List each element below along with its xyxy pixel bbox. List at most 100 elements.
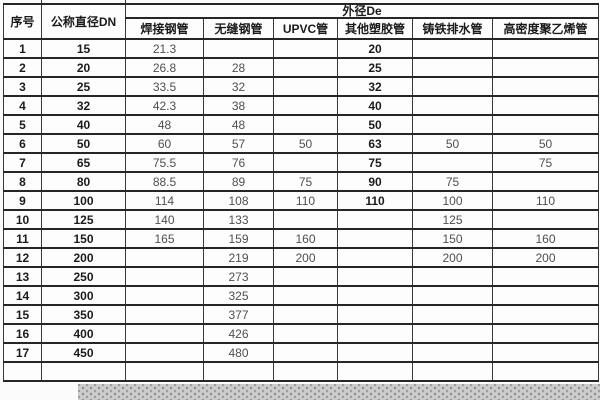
- upvc-value-cell: [273, 57, 338, 78]
- other-plastic-value-cell: [337, 247, 413, 268]
- cast-iron-value-cell: [412, 152, 493, 173]
- cast-iron-value-cell: [412, 342, 493, 363]
- welded-steel-value-cell: 165: [125, 228, 204, 249]
- table-row: 4 32 42.3 38 40: [3, 95, 600, 116]
- hdpe-value-cell: [491, 57, 600, 78]
- seamless-steel-value-cell: 480: [203, 342, 274, 363]
- serial-cell: 9: [3, 190, 42, 211]
- table-row: 7 65 75.5 76 75 75: [3, 152, 600, 173]
- welded-steel-value-cell: 140: [125, 209, 204, 230]
- cast-iron-value-cell: 125: [412, 209, 493, 230]
- welded-steel-value-cell: [125, 247, 204, 268]
- serial-cell: 4: [3, 95, 42, 116]
- nominal-diameter-cell: 100: [41, 190, 126, 211]
- other-plastic-value-cell: [337, 304, 413, 325]
- welded-steel-value-cell: 75.5: [125, 152, 204, 173]
- seamless-steel-value-cell: 38: [203, 95, 274, 116]
- table-row: 11 150 165 159 160 150 160: [3, 228, 600, 249]
- cast-iron-value-cell: [412, 285, 493, 306]
- welded-steel-value-cell: 33.5: [125, 76, 204, 97]
- nominal-diameter-cell: 200: [41, 247, 126, 268]
- serial-cell: 12: [3, 247, 42, 268]
- cast-iron-value-cell: 50: [412, 133, 493, 154]
- column-header-nominal-diameter: 公称直径DN: [41, 3, 126, 40]
- welded-steel-value-cell: 114: [125, 190, 204, 211]
- other-plastic-value-cell: 20: [337, 38, 413, 59]
- serial-cell: 11: [3, 228, 42, 249]
- serial-cell: 6: [3, 133, 42, 154]
- column-header-upvc-pipe: UPVC管: [273, 17, 338, 40]
- column-header-other-plastic-pipe: 其他塑胶管: [337, 17, 413, 40]
- welded-steel-value-cell: [125, 342, 204, 363]
- table-row: 3 25 33.5 32 32: [3, 76, 600, 97]
- cast-iron-value-cell: [412, 266, 493, 287]
- table-row: 13 250 273: [3, 266, 600, 287]
- table-row: 14 300 325: [3, 285, 600, 306]
- column-header-welded-steel-pipe: 焊接钢管: [125, 17, 204, 40]
- table-body: 1 15 21.3 20 2 20 26.8 28 25: [3, 38, 600, 382]
- welded-steel-value-cell: [125, 266, 204, 287]
- nominal-diameter-cell: [41, 361, 126, 382]
- table-row: 12 200 219 200 200 200: [3, 247, 600, 268]
- upvc-value-cell: [273, 342, 338, 363]
- hdpe-value-cell: [491, 266, 600, 287]
- table-edge-stub: [125, 0, 126, 4]
- seamless-steel-value-cell: 133: [203, 209, 274, 230]
- hdpe-value-cell: 50: [491, 133, 600, 154]
- table-row: 2 20 26.8 28 25: [3, 57, 600, 78]
- column-header-cast-iron-drain-pipe: 铸铁排水管: [412, 17, 493, 40]
- welded-steel-value-cell: [125, 361, 204, 382]
- table-row: 5 40 48 48 50: [3, 114, 600, 135]
- welded-steel-value-cell: 60: [125, 133, 204, 154]
- nominal-diameter-cell: 400: [41, 323, 126, 344]
- hdpe-value-cell: [491, 209, 600, 230]
- upvc-value-cell: 160: [273, 228, 338, 249]
- upvc-value-cell: [273, 114, 338, 135]
- other-plastic-value-cell: [337, 285, 413, 306]
- watermark-dot-band: [78, 384, 600, 400]
- other-plastic-value-cell: 25: [337, 57, 413, 78]
- other-plastic-value-cell: [337, 361, 413, 382]
- other-plastic-value-cell: [337, 323, 413, 344]
- seamless-steel-value-cell: 57: [203, 133, 274, 154]
- cast-iron-value-cell: [412, 57, 493, 78]
- cast-iron-value-cell: 100: [412, 190, 493, 211]
- hdpe-value-cell: [491, 171, 600, 192]
- nominal-diameter-cell: 80: [41, 171, 126, 192]
- serial-cell: 17: [3, 342, 42, 363]
- upvc-value-cell: [273, 76, 338, 97]
- nominal-diameter-cell: 150: [41, 228, 126, 249]
- nominal-diameter-cell: 450: [41, 342, 126, 363]
- serial-cell: 3: [3, 76, 42, 97]
- hdpe-value-cell: [491, 361, 600, 382]
- hdpe-value-cell: [491, 38, 600, 59]
- nominal-diameter-cell: 300: [41, 285, 126, 306]
- welded-steel-value-cell: 21.3: [125, 38, 204, 59]
- nominal-diameter-cell: 32: [41, 95, 126, 116]
- upvc-value-cell: 200: [273, 247, 338, 268]
- cast-iron-value-cell: [412, 361, 493, 382]
- seamless-steel-value-cell: 325: [203, 285, 274, 306]
- table-row: 9 100 114 108 110 110 100 110: [3, 190, 600, 211]
- table-row: [3, 361, 600, 382]
- seamless-steel-value-cell: [203, 361, 274, 382]
- seamless-steel-value-cell: 273: [203, 266, 274, 287]
- welded-steel-value-cell: 26.8: [125, 57, 204, 78]
- serial-cell: 1: [3, 38, 42, 59]
- cast-iron-value-cell: [412, 323, 493, 344]
- seamless-steel-value-cell: 108: [203, 190, 274, 211]
- column-header-hdpe-pipe: 高密度聚乙烯管: [491, 17, 600, 40]
- hdpe-value-cell: 200: [491, 247, 600, 268]
- hdpe-value-cell: [491, 285, 600, 306]
- seamless-steel-value-cell: 76: [203, 152, 274, 173]
- seamless-steel-value-cell: [203, 38, 274, 59]
- other-plastic-value-cell: 40: [337, 95, 413, 116]
- cast-iron-value-cell: 75: [412, 171, 493, 192]
- seamless-steel-value-cell: 48: [203, 114, 274, 135]
- welded-steel-value-cell: 42.3: [125, 95, 204, 116]
- other-plastic-value-cell: [337, 266, 413, 287]
- upvc-value-cell: [273, 152, 338, 173]
- welded-steel-value-cell: 88.5: [125, 171, 204, 192]
- upvc-value-cell: [273, 95, 338, 116]
- cast-iron-value-cell: [412, 114, 493, 135]
